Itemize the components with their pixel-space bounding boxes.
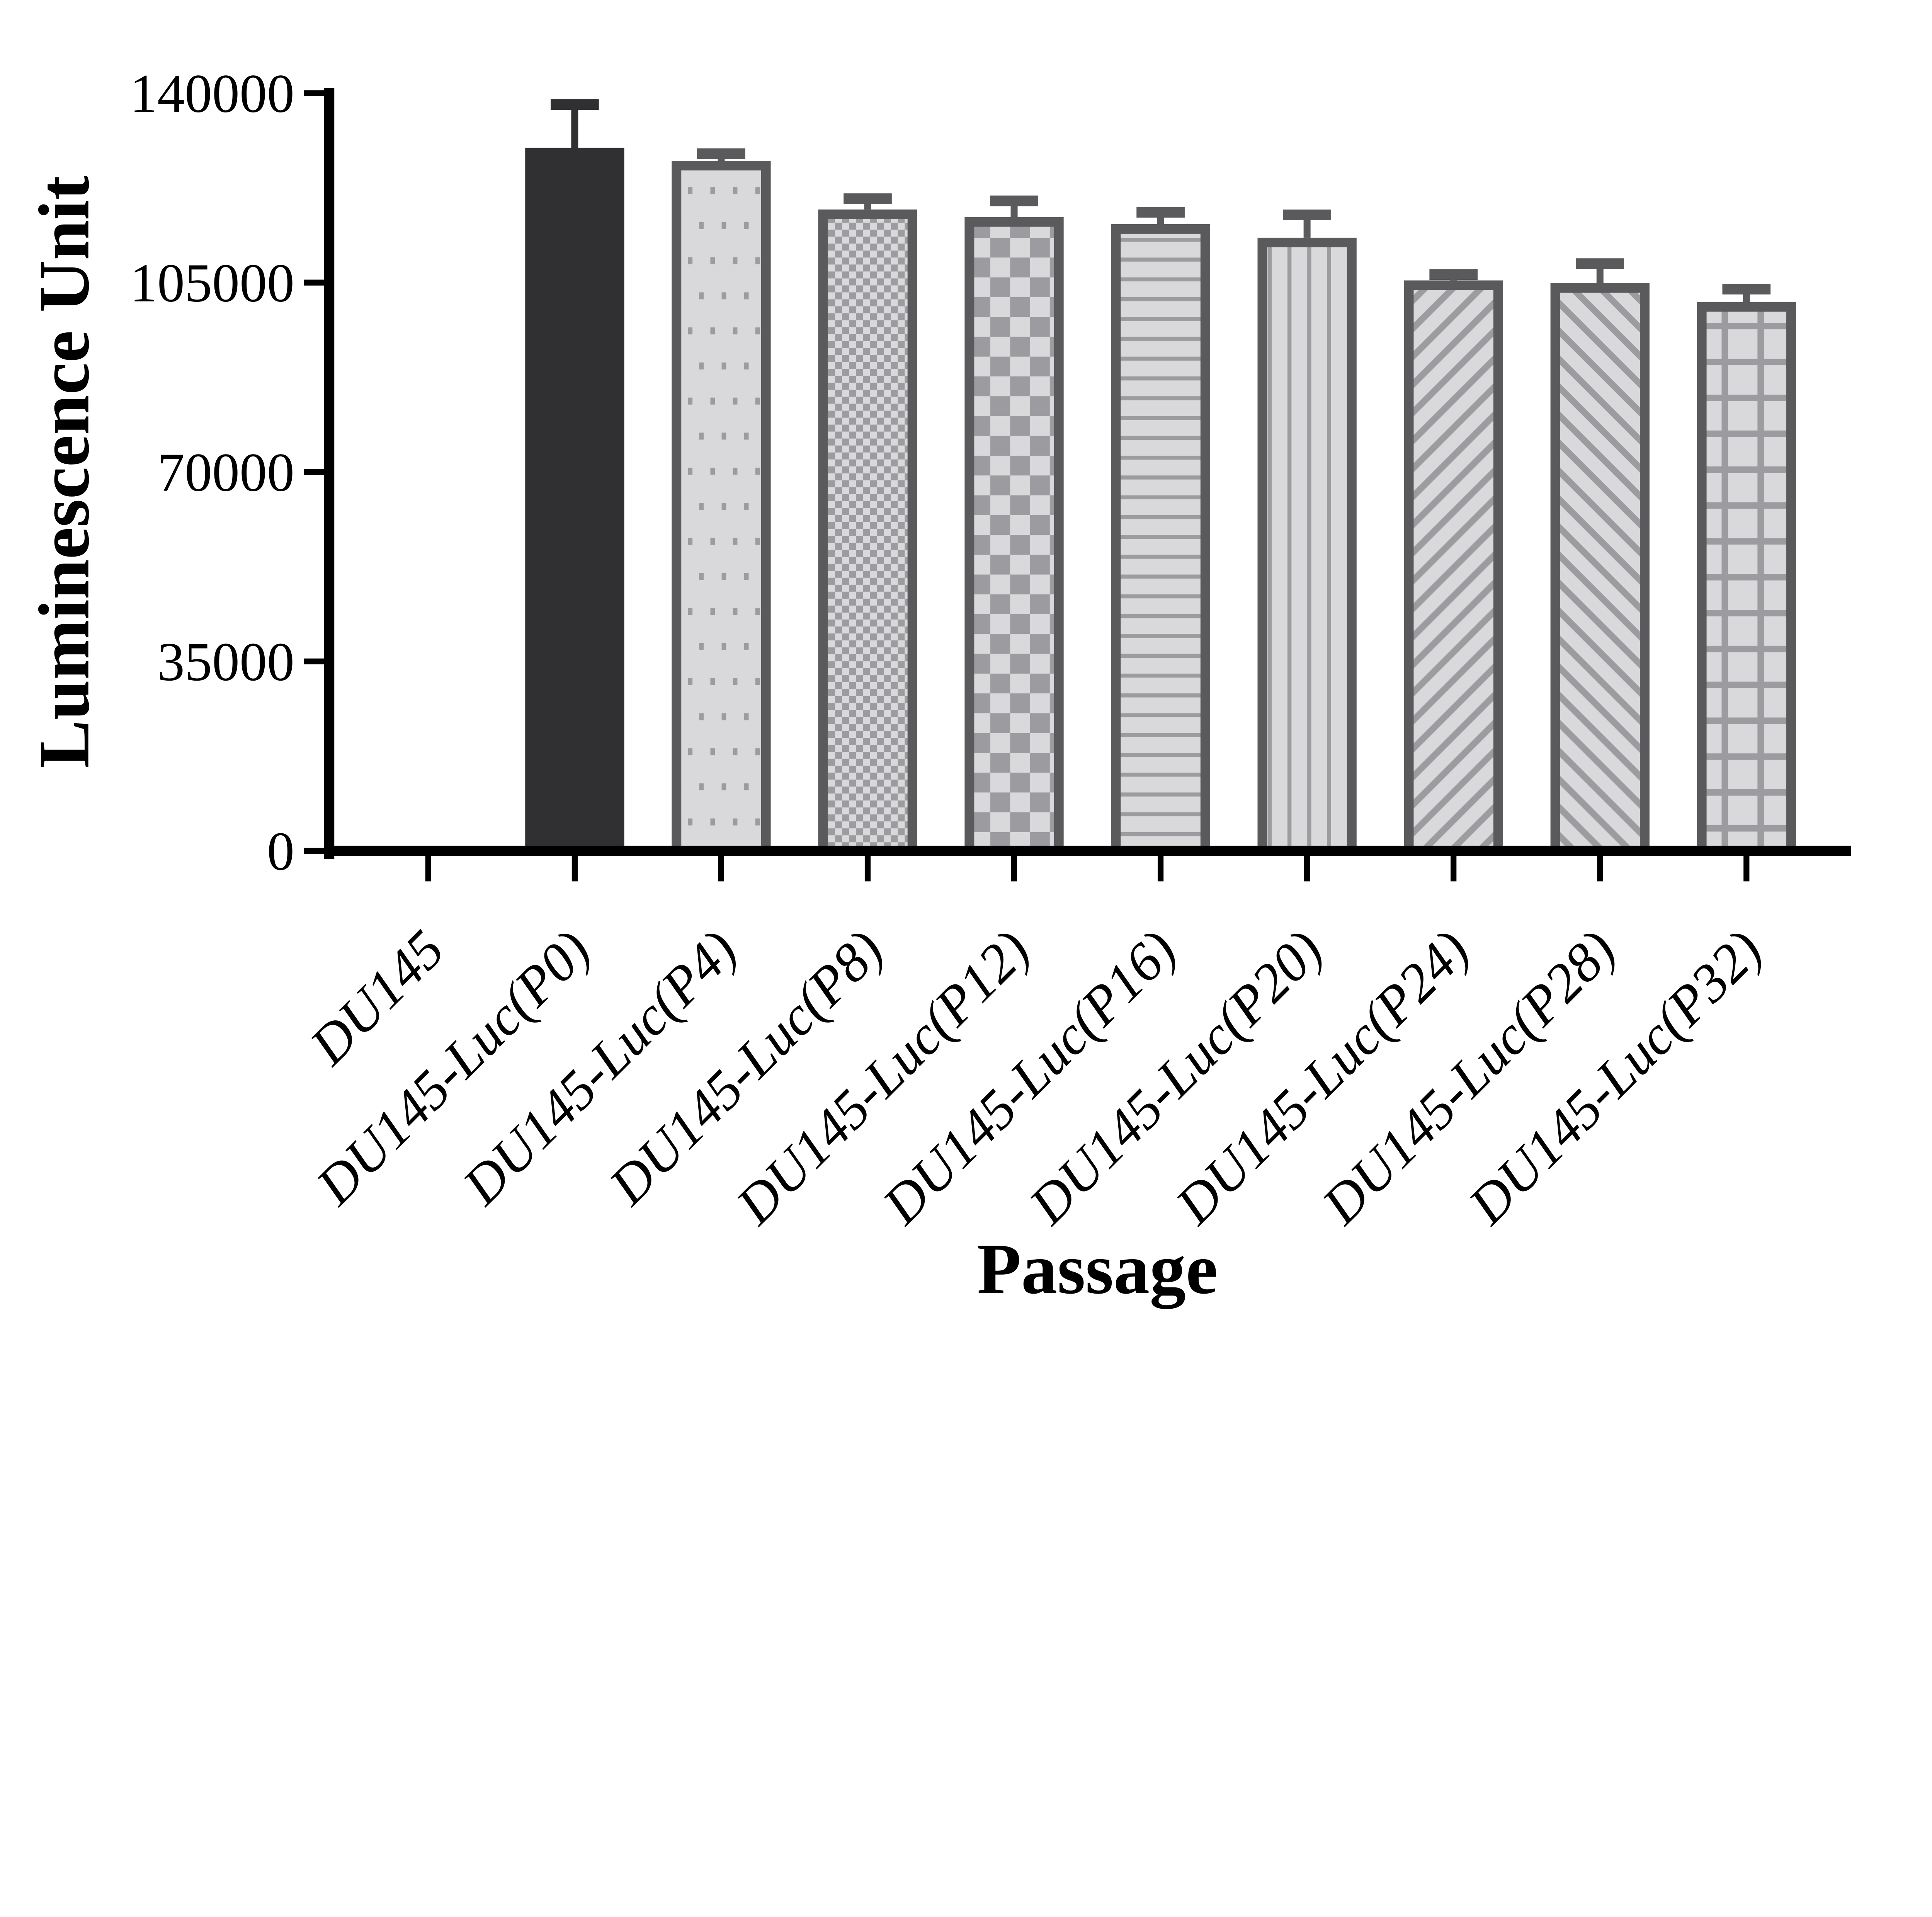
bar-du145-luc-p20 [1257, 237, 1357, 856]
y-tick [304, 279, 330, 286]
y-tick-label: 0 [267, 821, 294, 882]
error-bar-cap-du145-luc-p0 [551, 99, 599, 110]
x-tick [1743, 856, 1750, 882]
x-tick [1451, 856, 1457, 882]
x-tick [1304, 856, 1310, 882]
bar-du145-luc-p24 [1404, 280, 1503, 856]
chart-figure: 0 35000 70000 105000 140000 DU145 DU145-Luc(P… [24, 63, 1851, 1309]
x-tick [864, 856, 871, 882]
bar-du145-luc-p0 [525, 148, 624, 856]
y-tick [304, 848, 330, 854]
axes-group [324, 88, 1851, 859]
error-bar-cap-du145-luc-p4 [697, 148, 745, 159]
error-bars-group [551, 99, 1771, 302]
bar-du145-luc-p32 [1697, 302, 1796, 856]
x-axis-title: Passage [977, 1229, 1218, 1309]
error-bar-cap-du145-luc-p8 [844, 193, 892, 204]
y-axis-title: Luminescence Unit [24, 176, 104, 768]
bar-du145-luc-p4 [672, 161, 771, 856]
y-ticks-group: 0 35000 70000 105000 140000 [130, 63, 330, 882]
bar-chart: 0 35000 70000 105000 140000 DU145DU145-Luc(P… [24, 63, 1851, 1309]
error-bar-cap-du145-luc-p28 [1576, 258, 1624, 269]
error-bar-cap-du145-luc-p32 [1722, 284, 1771, 295]
y-tick-label: 140000 [130, 63, 294, 124]
x-tick [1157, 856, 1164, 882]
error-bar-cap-du145-luc-p24 [1429, 269, 1478, 280]
y-tick [304, 658, 330, 664]
bars-group [525, 148, 1796, 856]
x-tick [571, 856, 578, 882]
y-tick-label: 70000 [157, 442, 294, 503]
bar-du145-luc-p12 [964, 217, 1064, 856]
y-tick-label: 105000 [130, 252, 294, 313]
x-tick [718, 856, 724, 882]
x-axis-line [324, 846, 1851, 856]
y-tick [304, 90, 330, 96]
y-tick-label: 35000 [157, 631, 294, 692]
y-tick [304, 469, 330, 475]
x-tick [1597, 856, 1603, 882]
bar-du145-luc-p16 [1111, 224, 1210, 856]
x-tick [425, 856, 431, 882]
x-ticks-group: DU145DU145-Luc(P0)DU145-Luc(P4)DU145-Luc… [298, 856, 1774, 1236]
error-bar-stem-du145-luc-p20 [1303, 215, 1311, 238]
error-bar-cap-du145-luc-p16 [1136, 207, 1185, 218]
x-tick [1011, 856, 1017, 882]
error-bar-stem-du145-luc-p0 [571, 104, 578, 148]
bar-du145-luc-p28 [1550, 283, 1650, 856]
error-bar-cap-du145-luc-p20 [1283, 209, 1331, 220]
bar-du145-luc-p8 [818, 209, 917, 856]
error-bar-cap-du145-luc-p12 [990, 195, 1038, 206]
